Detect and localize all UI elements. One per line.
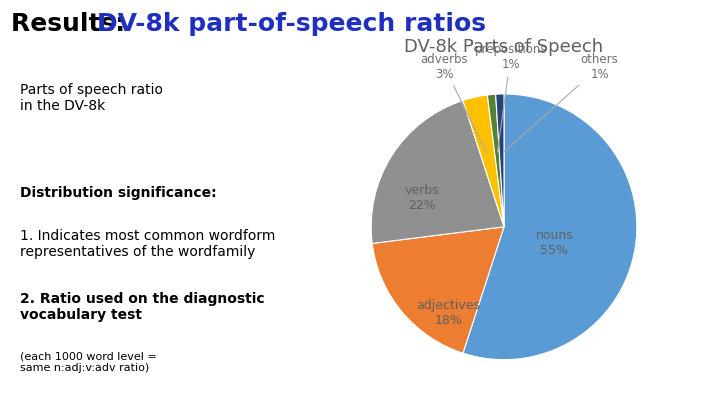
Wedge shape [495, 94, 504, 227]
Text: 1. Indicates most common wordform
representatives of the wordfamily: 1. Indicates most common wordform repres… [19, 229, 275, 259]
Wedge shape [487, 94, 504, 227]
Text: others
1%: others 1% [504, 53, 618, 152]
Text: Distribution significance:: Distribution significance: [19, 186, 216, 200]
Text: nouns
55%: nouns 55% [536, 229, 573, 257]
Text: prepositions
1%: prepositions 1% [474, 43, 547, 151]
Wedge shape [463, 94, 636, 360]
Wedge shape [372, 227, 504, 353]
Text: Parts of speech ratio
in the DV-8k: Parts of speech ratio in the DV-8k [19, 83, 163, 113]
Text: (each 1000 word level =
same n:adj:v:adv ratio): (each 1000 word level = same n:adj:v:adv… [19, 352, 156, 373]
Text: adjectives
18%: adjectives 18% [416, 299, 480, 327]
Text: Results:: Results: [11, 12, 134, 36]
Text: DV-8k part-of-speech ratios: DV-8k part-of-speech ratios [97, 12, 486, 36]
Text: 2. Ratio used on the diagnostic
vocabulary test: 2. Ratio used on the diagnostic vocabula… [19, 292, 264, 322]
Text: verbs
22%: verbs 22% [405, 183, 439, 211]
Wedge shape [463, 95, 504, 227]
Text: adverbs
3%: adverbs 3% [420, 53, 487, 153]
Wedge shape [372, 100, 504, 243]
Title: DV-8k Parts of Speech: DV-8k Parts of Speech [405, 38, 603, 56]
